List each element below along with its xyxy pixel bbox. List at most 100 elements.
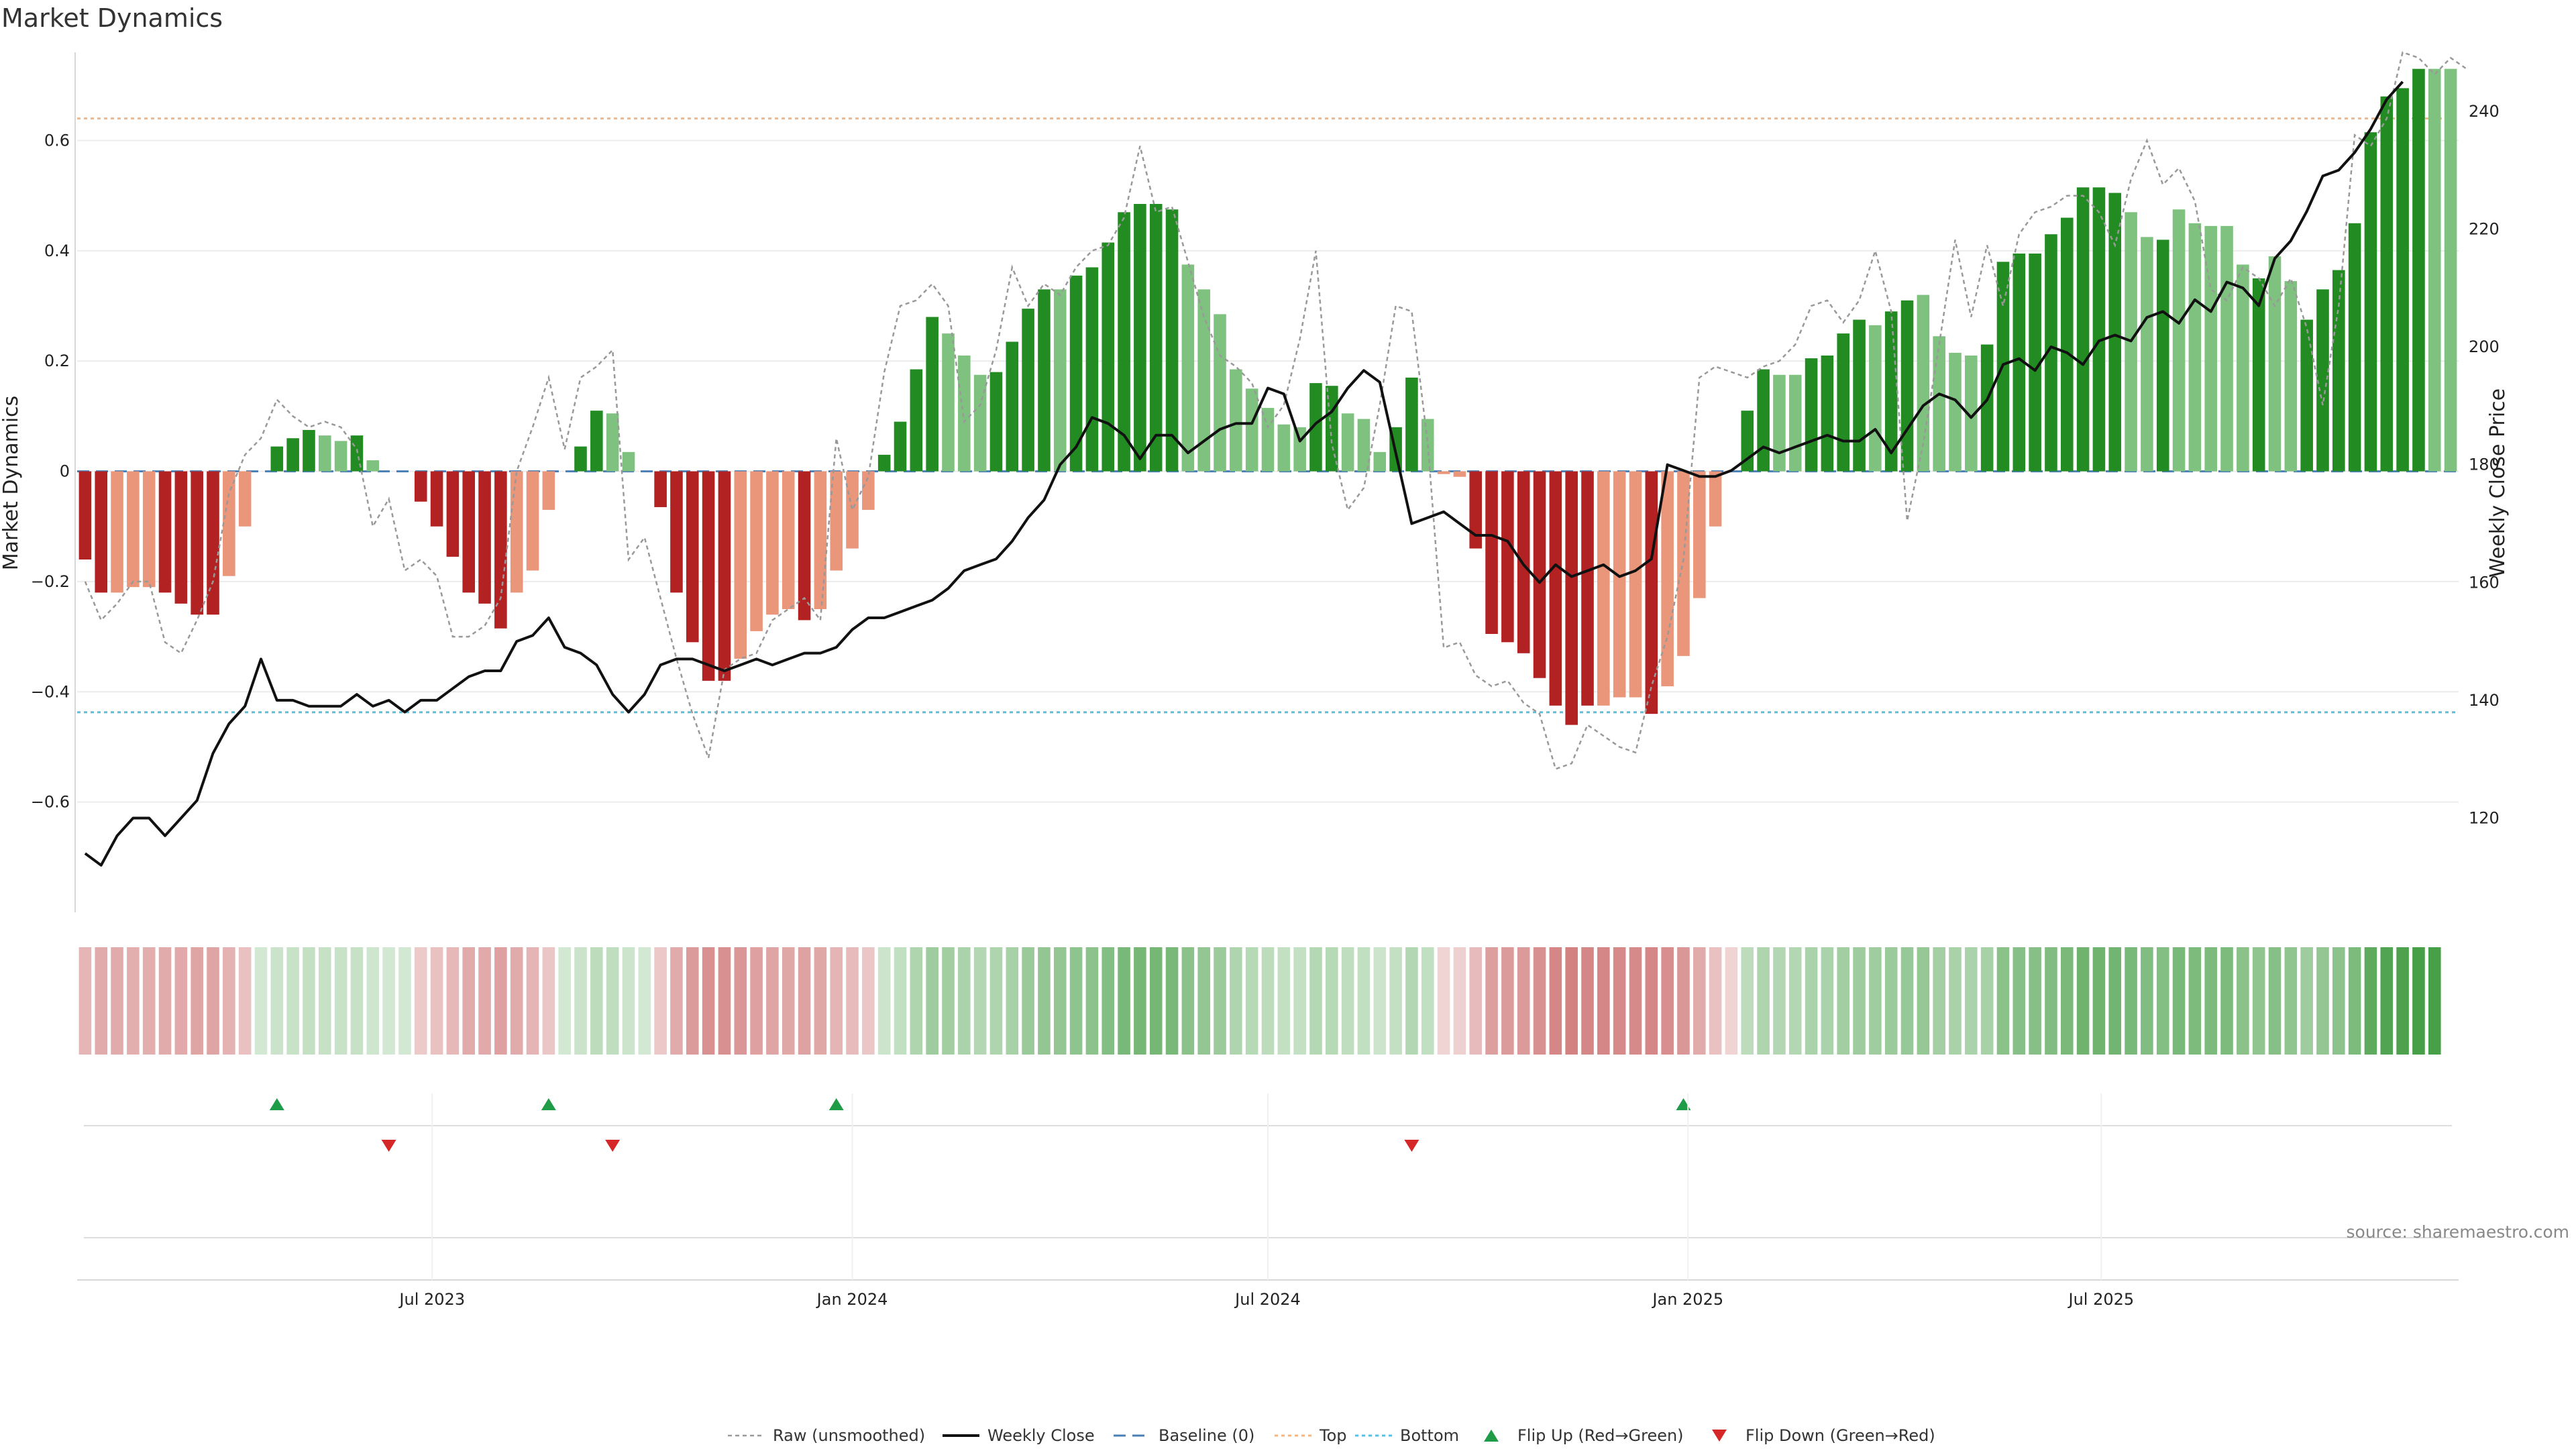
regime-strip-cell [462,947,476,1055]
y-tick-label: 0.2 [44,352,70,370]
dynamics-bar [223,471,235,576]
dynamics-bar [622,451,635,472]
dynamics-bar [1869,325,1882,472]
flip-up-marker [541,1098,556,1110]
regime-strip-cell [1821,947,1834,1055]
dynamics-bar [910,369,923,472]
regime-strip-cell [718,947,731,1055]
regime-strip-cell [654,947,667,1055]
x-tick-label: Jul 2023 [398,1290,465,1309]
regime-strip-cell [1453,947,1466,1055]
regime-strip-cell [2156,947,2169,1055]
dynamics-bar [1565,471,1578,725]
regime-strip-cell [2076,947,2090,1055]
dynamics-bar [142,471,156,588]
regime-strip-cell [686,947,699,1055]
regime-strip-cell [894,947,907,1055]
regime-strip-cell [191,947,203,1055]
regime-strip-cell [1245,947,1258,1055]
dynamics-bar [2428,68,2441,472]
legend-item-raw: Raw (unsmoothed) [728,1426,925,1445]
regime-strip-cell [750,947,763,1055]
flip-up-marker [828,1098,844,1110]
regime-strip-cell [223,947,235,1055]
dynamics-bar [989,372,1003,472]
regime-strip-cell [1181,947,1195,1055]
dynamics-bar [2029,253,2041,472]
regime-strip-cell [1884,947,1898,1055]
x-tick-label: Jan 2024 [816,1290,888,1309]
regime-strip-cell [430,947,443,1055]
dynamics-bar [2108,193,2122,472]
regime-strip-cell [2060,947,2074,1055]
weekly-close-line [84,80,2404,867]
dynamics-bar [686,471,699,643]
regime-strip-cell [862,947,875,1055]
dynamics-bar [1053,289,1067,472]
dynamics-bar [1677,471,1690,656]
regime-strip-cell [1645,947,1658,1055]
dynamics-bar [1181,264,1195,472]
regime-strip-cell [2092,947,2106,1055]
dynamics-bar [1309,383,1322,472]
regime-strip-cell [574,947,587,1055]
regime-strip-cell [989,947,1003,1055]
regime-strip-cell [1517,947,1530,1055]
regime-strip-cell [1421,947,1434,1055]
regime-strip-cell [2252,947,2265,1055]
regime-strip-cell [2125,947,2137,1055]
regime-strip-cell [270,947,284,1055]
regime-strip-cell [782,947,795,1055]
x-tick-label: Jul 2025 [2067,1290,2134,1309]
dynamics-bar [238,471,252,527]
regime-strip-cell [254,947,268,1055]
regime-strip-cell [1309,947,1322,1055]
regime-strip-cell [1709,947,1722,1055]
dynamics-bar [2380,96,2394,472]
regime-strip-cell [1949,947,1962,1055]
regime-strip-cell [1933,947,1945,1055]
dynamics-bar [478,471,491,604]
legend-label: Bottom [1400,1426,1459,1445]
regime-strip-cell [286,947,299,1055]
dynamics-bar [2141,237,2153,472]
dynamics-bar [1549,471,1562,706]
regime-strip-cell [1149,947,1163,1055]
regime-strip [78,947,2441,1055]
dynamics-bar [750,471,763,631]
legend-label: Top [1319,1426,1347,1445]
y2-axis-title: Weekly Close Price [2486,388,2510,578]
dynamics-bar [494,471,507,629]
regime-strip-cell [1661,947,1674,1055]
dynamics-bar [1357,419,1371,472]
regime-strip-cell [1006,947,1019,1055]
regime-strip-cell [734,947,747,1055]
regime-strip-cell [2284,947,2298,1055]
regime-strip-cell [1118,947,1130,1055]
y2-tick-label: 160 [2469,573,2500,592]
flip-up-marker [269,1098,284,1110]
regime-strip-cell [2237,947,2249,1055]
dynamics-bar [1149,203,1163,472]
regime-strip-cell [111,947,123,1055]
flip-up-marker [1676,1098,1691,1110]
dynamics-bar [1613,471,1626,698]
dynamics-bar [1501,471,1514,643]
regime-strip-cell [1677,947,1690,1055]
flip-down-marker [1404,1140,1419,1152]
regime-strip-cell [542,947,555,1055]
dynamics-bar [1453,471,1466,477]
regime-strip-cell [558,947,571,1055]
regime-strip-cell [1293,947,1306,1055]
y-tick-label: −0.2 [31,572,70,591]
dynamics-bar [1773,374,1786,472]
regime-strip-cell [142,947,156,1055]
dynamics-bar [174,471,188,604]
regime-strip-cell [926,947,938,1055]
regime-strip-cell [1389,947,1402,1055]
raw-series-line [84,51,2467,770]
regime-strip-cell [702,947,715,1055]
dynamics-bar [1197,289,1210,472]
legend-item-baseline: Baseline (0) [1114,1426,1254,1445]
dynamics-bar [207,471,219,615]
